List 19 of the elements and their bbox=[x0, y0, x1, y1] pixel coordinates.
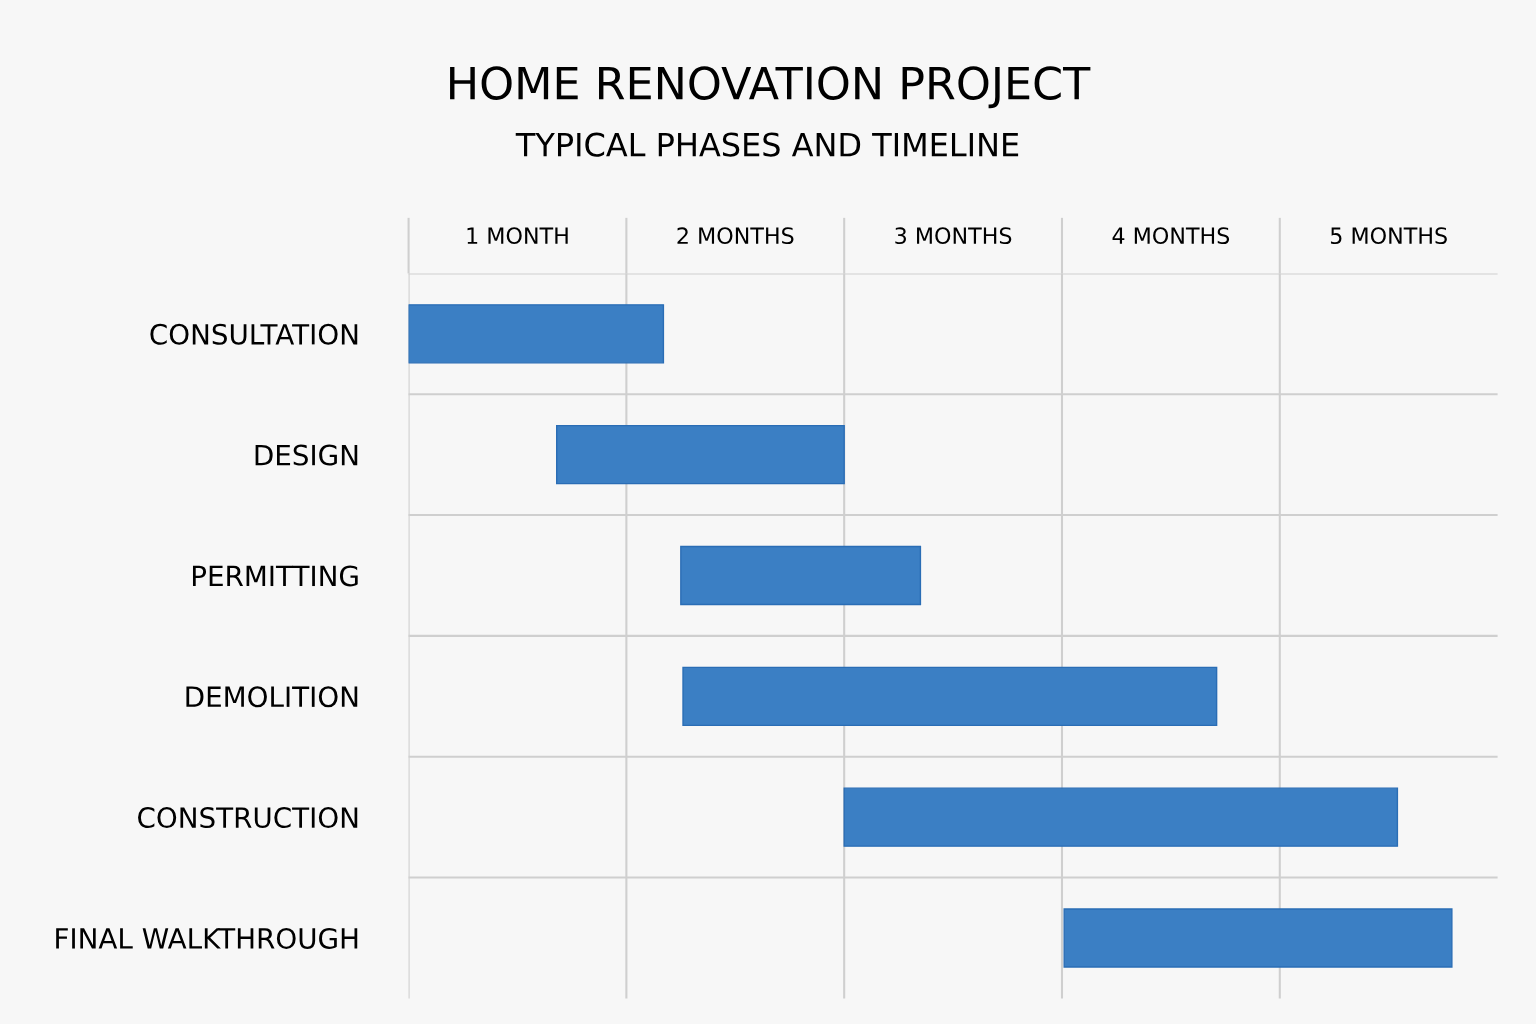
bar bbox=[680, 545, 922, 606]
x-tick-label: 5 MONTHS bbox=[1330, 227, 1447, 245]
bar bbox=[1063, 908, 1453, 968]
y-tick-label: FINAL WALKTHROUGH bbox=[56, 927, 358, 949]
chart-subtitle: TYPICAL PHASES AND TIMELINE bbox=[515, 132, 1019, 157]
y-tick-label: CONSULTATION bbox=[150, 323, 358, 345]
x-tick-label: 4 MONTHS bbox=[1112, 227, 1230, 245]
x-tick-label: 1 MONTH bbox=[467, 227, 568, 245]
x-tick-label: 3 MONTHS bbox=[895, 227, 1012, 245]
bar bbox=[555, 424, 845, 485]
bar bbox=[682, 666, 1218, 727]
x-tick-label: 2 MONTHS bbox=[677, 227, 794, 245]
y-tick-label: DESIGN bbox=[255, 444, 358, 466]
y-tick-label: PERMITTING bbox=[192, 565, 358, 587]
y-tick-label: CONSTRUCTION bbox=[138, 807, 358, 829]
bar bbox=[843, 787, 1399, 847]
chart-title: HOME RENOVATION PROJECT bbox=[450, 66, 1091, 109]
y-tick-label: DEMOLITION bbox=[186, 686, 358, 708]
bar bbox=[408, 304, 665, 364]
